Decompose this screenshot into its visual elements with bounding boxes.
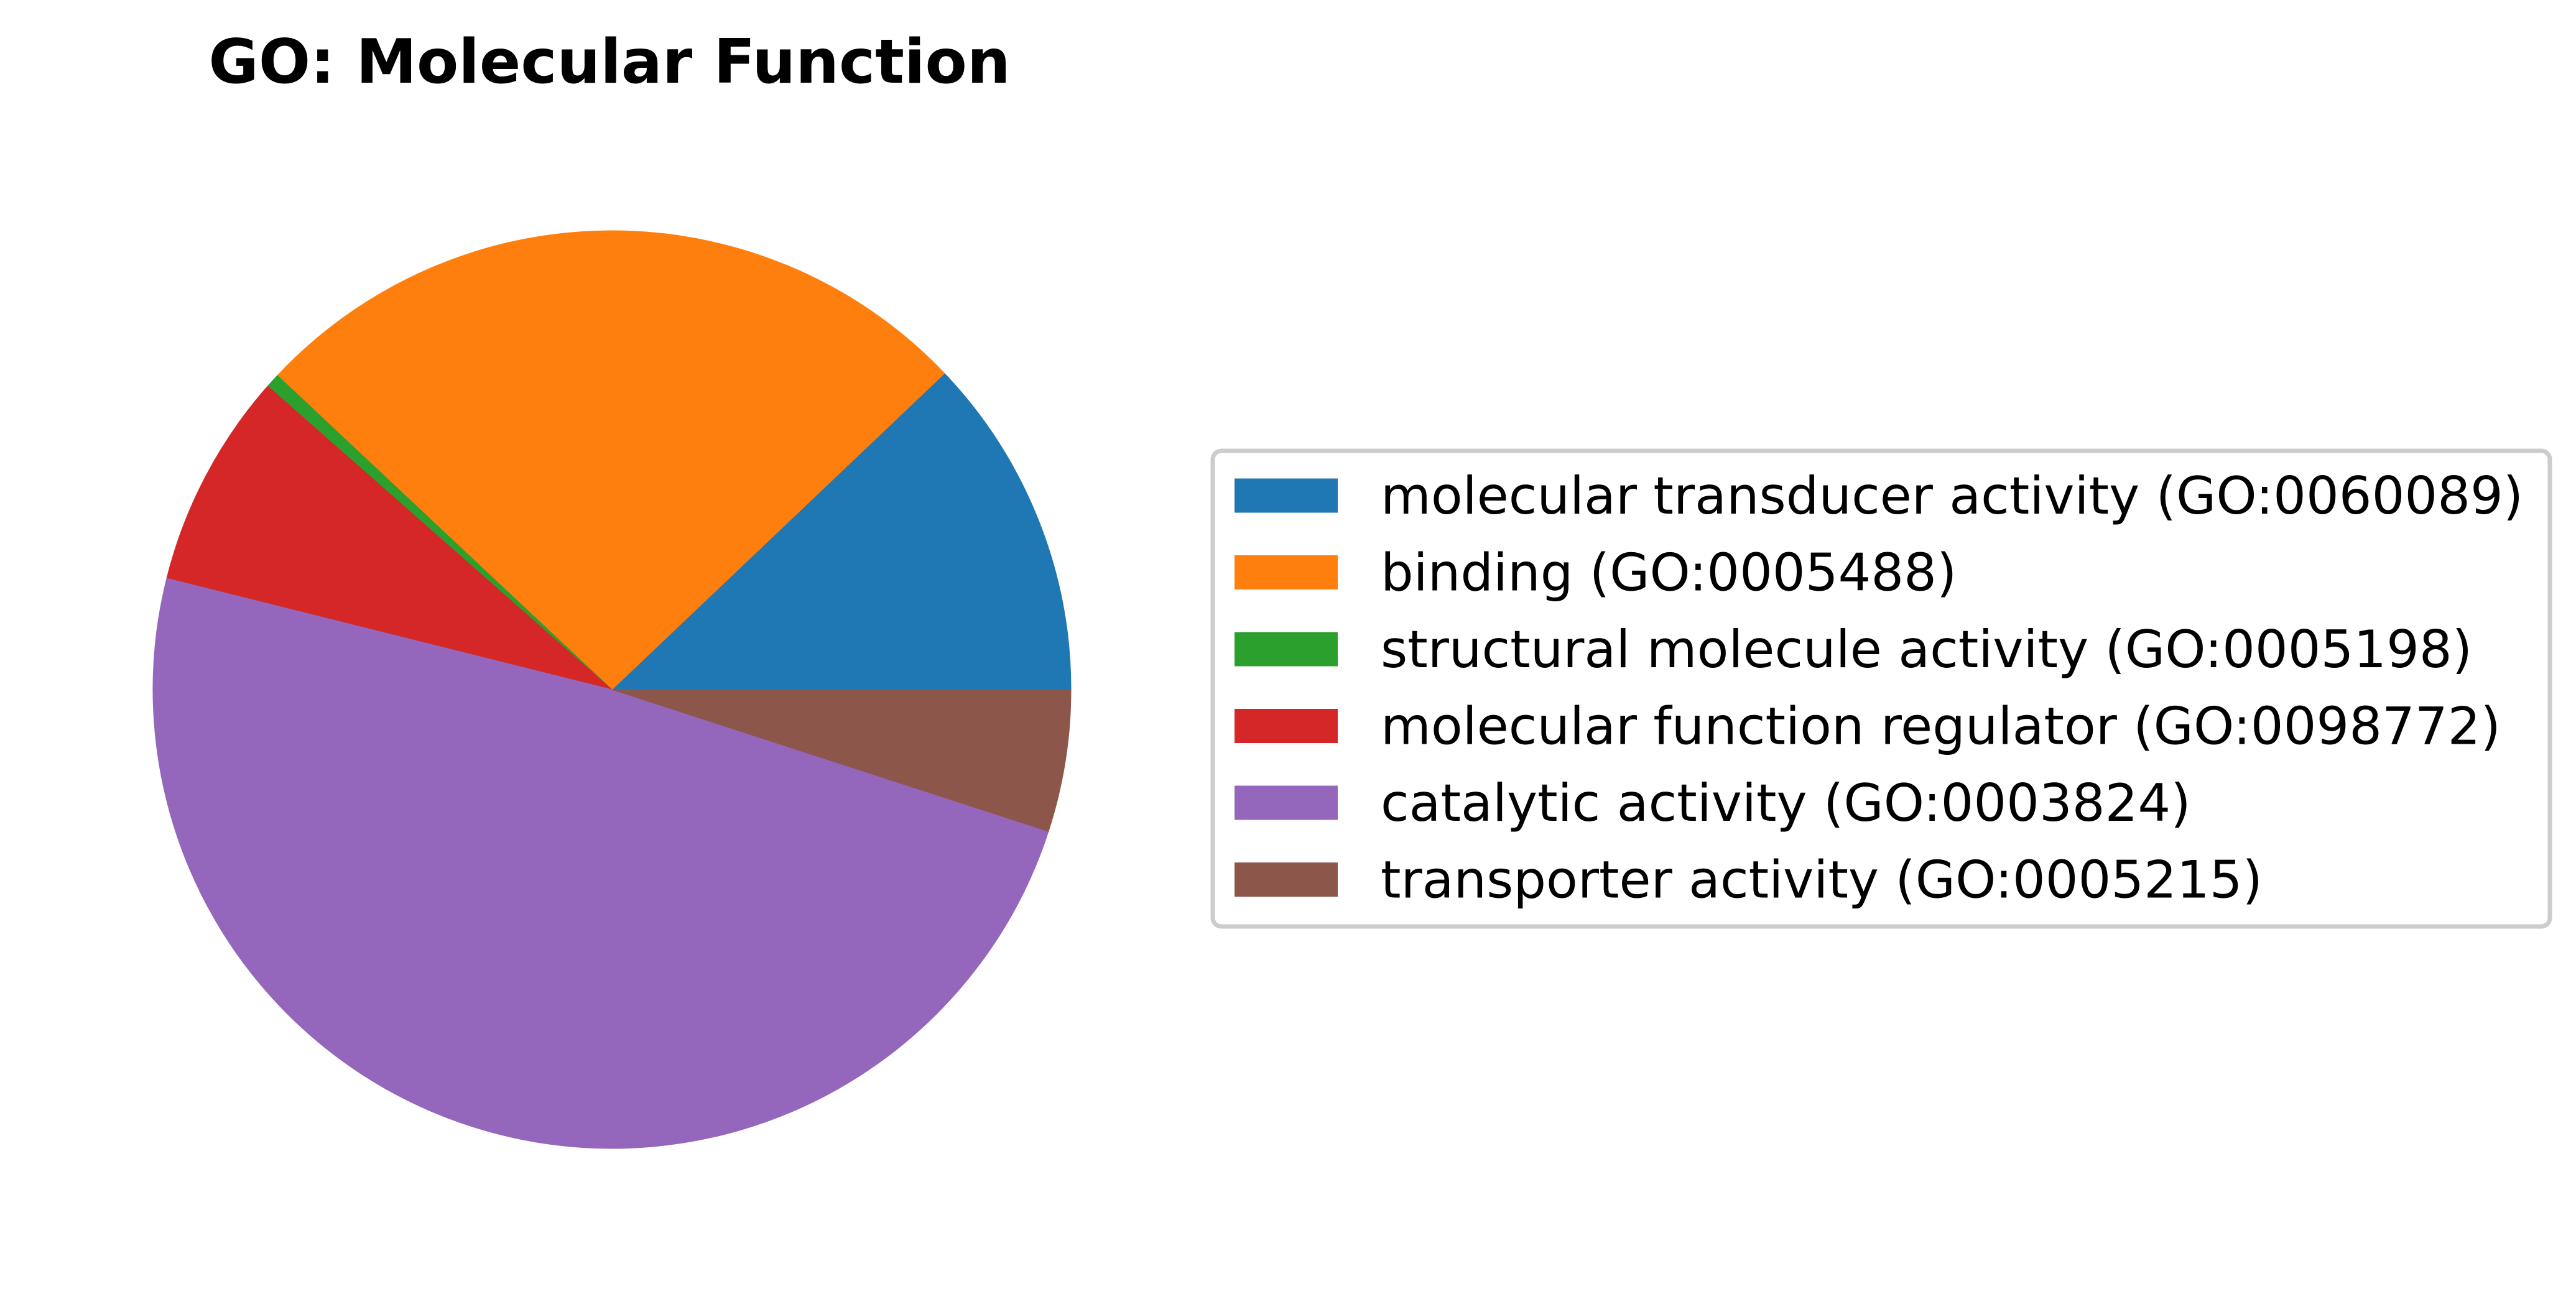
legend: molecular transducer activity (GO:006008… — [1210, 448, 2552, 929]
legend-label-2: binding (GO:0005488) — [1381, 543, 1957, 603]
pie-slice-2 — [277, 230, 945, 690]
legend-swatch-2 — [1235, 555, 1338, 589]
legend-entry-3: structural molecule activity (GO:0005198… — [1235, 619, 2472, 680]
pie-slice-5 — [152, 578, 1049, 1149]
legend-entries: molecular transducer activity (GO:006008… — [1235, 466, 2523, 910]
legend-label-1: molecular transducer activity (GO:006008… — [1381, 466, 2523, 526]
pie-slice-4 — [166, 386, 613, 690]
legend-swatch-4 — [1235, 709, 1338, 743]
legend-entry-4: molecular function regulator (GO:0098772… — [1235, 696, 2501, 757]
legend-label-6: transporter activity (GO:0005215) — [1381, 850, 2263, 910]
legend-entry-2: binding (GO:0005488) — [1235, 543, 1957, 603]
legend-label-4: molecular function regulator (GO:0098772… — [1381, 696, 2501, 757]
legend-entry-6: transporter activity (GO:0005215) — [1235, 850, 2263, 910]
pie-slice-1 — [611, 372, 1072, 690]
legend-swatch-3 — [1235, 632, 1338, 667]
legend-swatch-6 — [1235, 862, 1338, 897]
legend-label-3: structural molecule activity (GO:0005198… — [1381, 619, 2472, 680]
legend-swatch-1 — [1235, 478, 1338, 513]
legend-entry-5: catalytic activity (GO:0003824) — [1235, 773, 2191, 833]
pie-slice-6 — [611, 689, 1072, 832]
chart-title: GO: Molecular Function — [208, 27, 1010, 98]
pie-slices — [152, 230, 1072, 1149]
legend-swatch-5 — [1235, 785, 1338, 820]
legend-label-5: catalytic activity (GO:0003824) — [1381, 773, 2191, 833]
legend-entry-1: molecular transducer activity (GO:006008… — [1235, 466, 2523, 526]
legend-frame — [1210, 448, 2552, 929]
